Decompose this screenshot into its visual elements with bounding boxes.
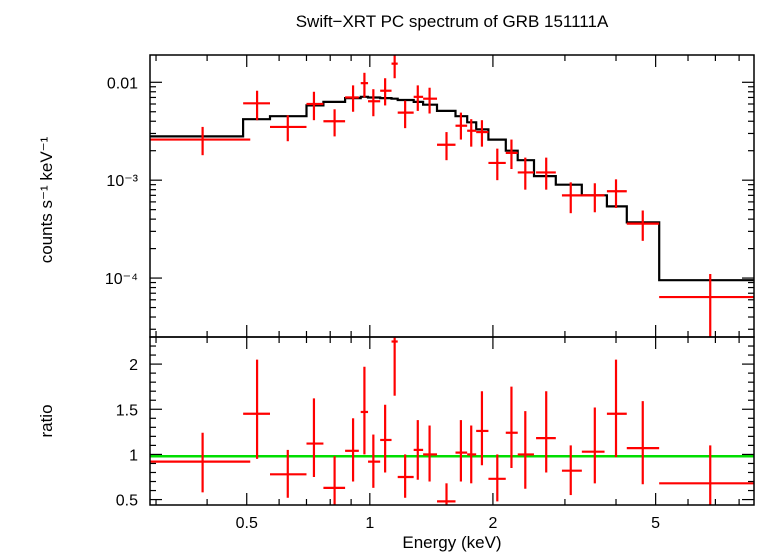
spectrum-panel-frame: [149, 54, 755, 338]
ratio-y-tick-label-2: 1.5: [116, 402, 138, 419]
ratio-data-points: [150, 337, 754, 505]
ratio-y-tick-label-0: 0.5: [116, 493, 138, 510]
model-step-line: [150, 95, 754, 282]
spectrum-y-tick-label-0: 0.01: [107, 75, 138, 92]
x-tick-label-3: 5: [651, 515, 660, 532]
ratio-ticks: 0.5 1 2 5 0.5 1 1.5 2: [116, 337, 754, 532]
ratio-ylabel: ratio: [37, 404, 56, 437]
x-tick-label-1: 1: [365, 515, 374, 532]
spectrum-y-tick-label-1: 10⁻³: [106, 173, 138, 190]
ratio-panel: 0.5 1 2 5 0.5 1 1.5 2 ratio Energy (keV): [37, 336, 755, 552]
x-tick-label-2: 2: [488, 515, 497, 532]
spectrum-ticks: 0.01 10⁻³ 10⁻⁴: [105, 55, 754, 337]
model-step-path: [150, 95, 754, 282]
spectrum-ylabel: counts s⁻¹ keV⁻¹: [37, 136, 56, 263]
spectrum-y-tick-label-2: 10⁻⁴: [105, 271, 138, 288]
spectrum-data-points: [150, 55, 754, 337]
x-tick-label-0: 0.5: [236, 515, 258, 532]
x-axis-label: Energy (keV): [402, 533, 501, 552]
chart-title: Swift−XRT PC spectrum of GRB 151111A: [296, 12, 609, 31]
ratio-y-tick-label-1: 1: [129, 447, 138, 464]
ratio-panel-frame: [149, 336, 755, 506]
spectrum-panel: 0.01 10⁻³ 10⁻⁴ counts s⁻¹ keV⁻¹: [37, 54, 755, 338]
ratio-y-tick-label-3: 2: [129, 357, 138, 374]
